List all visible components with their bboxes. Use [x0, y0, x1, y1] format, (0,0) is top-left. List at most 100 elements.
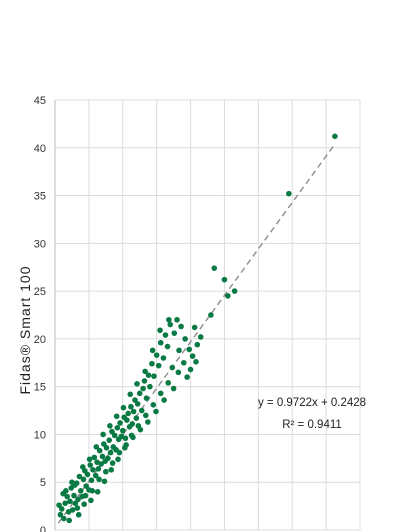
- data-point: [82, 492, 89, 499]
- data-point: [91, 454, 98, 461]
- data-point: [147, 383, 153, 390]
- data-point: [75, 511, 82, 518]
- data-point: [100, 431, 106, 438]
- data-point: [57, 511, 64, 518]
- data-point: [103, 468, 109, 475]
- data-point: [176, 347, 182, 354]
- data-point: [124, 417, 130, 423]
- data-point: [64, 493, 70, 500]
- data-point: [193, 359, 199, 365]
- data-point: [66, 517, 73, 524]
- data-point: [175, 369, 182, 376]
- data-point: [93, 444, 100, 450]
- data-point: [62, 500, 68, 507]
- data-point: [86, 456, 93, 463]
- data-point: [170, 385, 177, 392]
- trendline: [57, 143, 336, 524]
- y-tick-label: 5: [40, 477, 46, 489]
- y-tick-label: 0: [40, 525, 46, 532]
- data-point: [111, 432, 118, 439]
- data-point: [286, 190, 292, 197]
- data-point: [186, 346, 192, 353]
- data-point: [174, 316, 180, 323]
- data-point: [169, 364, 176, 371]
- data-point: [225, 293, 231, 299]
- data-point: [153, 352, 160, 358]
- data-point: [140, 385, 146, 392]
- data-point: [119, 427, 126, 434]
- data-point: [122, 435, 129, 442]
- data-point: [197, 334, 204, 340]
- data-point: [69, 479, 75, 486]
- data-point: [160, 355, 167, 361]
- data-point: [76, 473, 83, 480]
- data-point: [117, 420, 123, 426]
- data-point: [189, 353, 196, 359]
- data-point: [145, 419, 151, 425]
- data-point: [165, 380, 171, 386]
- data-point: [109, 460, 116, 466]
- data-point: [115, 456, 121, 463]
- data-point: [130, 408, 137, 415]
- y-tick-label: 25: [34, 286, 46, 298]
- data-point: [92, 472, 99, 479]
- data-point: [95, 466, 102, 472]
- data-point: [143, 395, 150, 401]
- y-tick-label: 40: [34, 143, 46, 155]
- data-point: [114, 424, 121, 431]
- data-point: [108, 467, 115, 473]
- data-point: [106, 437, 113, 443]
- data-point: [161, 397, 167, 403]
- data-point: [69, 507, 76, 513]
- data-point: [167, 321, 174, 328]
- y-tick-label: 35: [34, 191, 46, 203]
- data-point: [67, 498, 73, 505]
- data-point: [145, 372, 152, 379]
- y-tick-label: 30: [34, 238, 46, 250]
- data-point: [149, 347, 156, 354]
- data-point: [88, 497, 94, 504]
- data-point: [116, 449, 123, 456]
- data-point: [107, 423, 113, 429]
- data-point: [171, 330, 178, 336]
- data-point: [157, 390, 164, 397]
- data-point: [221, 276, 228, 283]
- y-tick-label: 10: [34, 429, 46, 441]
- data-point: [134, 381, 140, 387]
- data-point: [98, 461, 104, 467]
- data-point: [96, 447, 103, 454]
- gridlines: [55, 99, 361, 531]
- data-point: [128, 403, 134, 410]
- data-point: [99, 453, 106, 460]
- data-point: [77, 488, 84, 494]
- data-point: [94, 488, 101, 495]
- data-point: [107, 449, 114, 456]
- data-point: [84, 471, 91, 478]
- data-point: [157, 327, 163, 334]
- data-point: [96, 476, 102, 483]
- data-point: [155, 362, 162, 369]
- data-point: [87, 462, 94, 468]
- data-point: [103, 445, 110, 451]
- data-point: [208, 312, 214, 318]
- data-points: [56, 133, 338, 524]
- data-point: [120, 404, 127, 411]
- data-point: [88, 477, 95, 484]
- data-point: [129, 421, 136, 427]
- data-point: [180, 359, 187, 366]
- trendline-line: [57, 143, 336, 524]
- y-tick-label: 20: [34, 334, 46, 346]
- y-tick-label: 45: [34, 95, 46, 107]
- data-point: [74, 505, 81, 511]
- data-point: [135, 423, 142, 429]
- data-point: [162, 332, 169, 338]
- data-point: [151, 373, 157, 379]
- data-point: [143, 412, 149, 419]
- data-point: [142, 368, 148, 375]
- data-point: [63, 488, 69, 494]
- trendline-equation: y = 0.9722x + 0.2428: [258, 397, 366, 409]
- data-point: [153, 408, 159, 415]
- data-point: [149, 360, 155, 367]
- y-axis-label: Fidas® Smart 100: [17, 265, 33, 394]
